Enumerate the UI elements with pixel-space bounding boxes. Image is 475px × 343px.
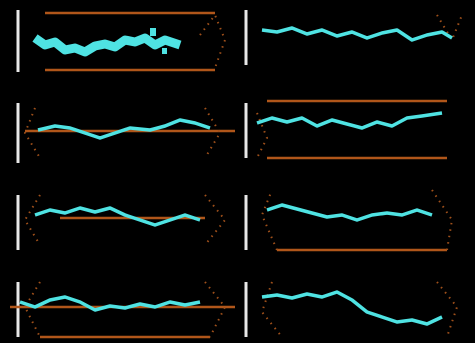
page: {} html, body { margin: 0; padding: 0; b… — [0, 0, 475, 343]
body: (() => { const data = JSON.parse(documen… — [0, 0, 475, 343]
speck — [150, 28, 156, 36]
viewer — [0, 0, 475, 343]
speck — [162, 48, 167, 54]
